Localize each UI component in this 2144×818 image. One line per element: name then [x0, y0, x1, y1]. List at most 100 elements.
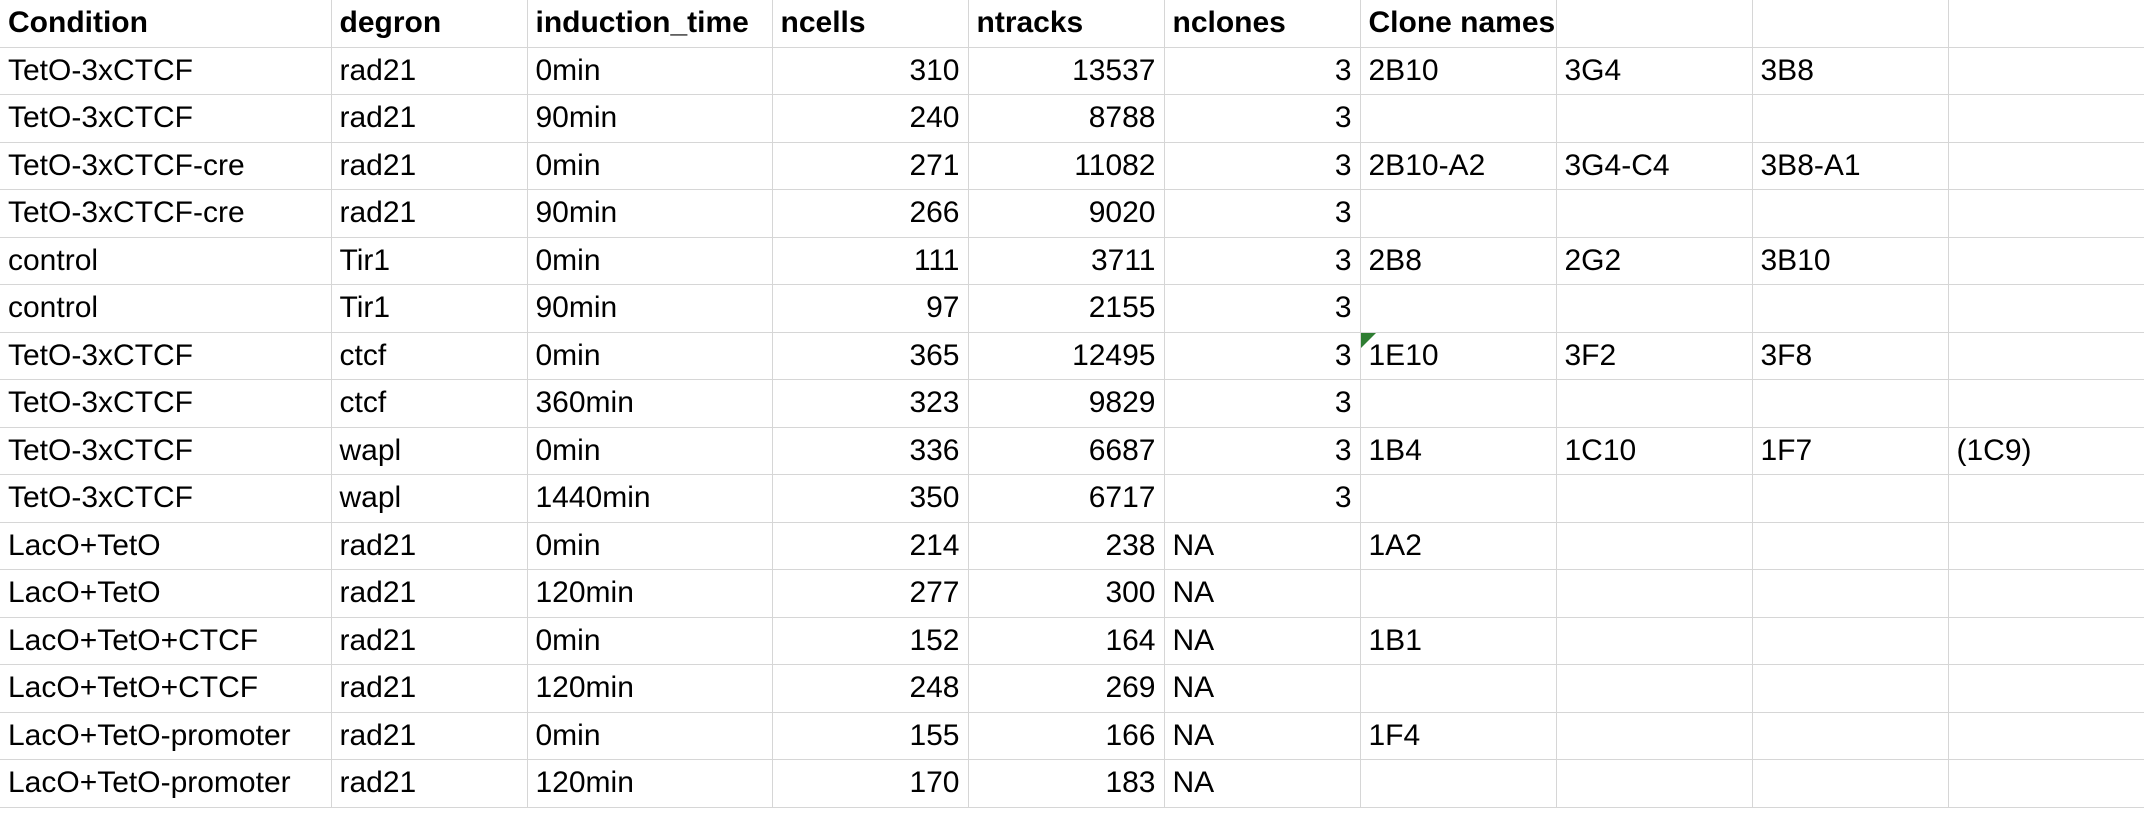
- cell-clone-3[interactable]: [1751, 474, 1949, 523]
- cell-condition[interactable]: LacO+TetO+CTCF: [0, 664, 332, 713]
- header-induction-time[interactable]: induction_time: [526, 0, 773, 48]
- cell-clone-2[interactable]: [1555, 379, 1753, 428]
- cell-clone-3[interactable]: [1751, 711, 1949, 760]
- cell-clone-3[interactable]: 3B10: [1751, 236, 1949, 285]
- cell-condition[interactable]: control: [0, 284, 332, 333]
- header-clone-names[interactable]: Clone names: [1359, 0, 1557, 48]
- cell-condition[interactable]: TetO-3xCTCF-cre: [0, 141, 332, 190]
- cell-condition[interactable]: TetO-3xCTCF: [0, 474, 332, 523]
- cell-ncells[interactable]: 350: [771, 474, 969, 523]
- cell-clone-names[interactable]: 1B1: [1359, 616, 1557, 665]
- cell-clone-names[interactable]: [1359, 664, 1557, 713]
- cell-degron[interactable]: rad21: [330, 664, 528, 713]
- cell-clone-names[interactable]: [1359, 759, 1557, 808]
- cell-condition[interactable]: TetO-3xCTCF: [0, 379, 332, 428]
- cell-clone-2[interactable]: 3G4-C4: [1555, 141, 1753, 190]
- cell-clone-4[interactable]: [1947, 474, 2144, 523]
- cell-nclones[interactable]: 3: [1163, 236, 1361, 285]
- cell-ntracks[interactable]: 166: [967, 711, 1165, 760]
- cell-nclones[interactable]: 3: [1163, 94, 1361, 143]
- cell-ncells[interactable]: 240: [771, 94, 969, 143]
- header-clone-2[interactable]: [1555, 0, 1753, 48]
- cell-clone-names[interactable]: 2B8: [1359, 236, 1557, 285]
- cell-clone-4[interactable]: [1947, 284, 2144, 333]
- cell-clone-2[interactable]: [1555, 569, 1753, 618]
- cell-ntracks[interactable]: 2155: [967, 284, 1165, 333]
- header-condition[interactable]: Condition: [0, 0, 332, 48]
- cell-clone-4[interactable]: (1C9): [1947, 426, 2144, 475]
- cell-clone-names[interactable]: 2B10-A2: [1359, 141, 1557, 190]
- cell-nclones[interactable]: 3: [1163, 46, 1361, 95]
- cell-nclones[interactable]: 3: [1163, 284, 1361, 333]
- cell-degron[interactable]: ctcf: [330, 331, 528, 380]
- cell-nclones[interactable]: NA: [1163, 569, 1361, 618]
- cell-ncells[interactable]: 310: [771, 46, 969, 95]
- cell-clone-names[interactable]: [1359, 189, 1557, 238]
- cell-degron[interactable]: rad21: [330, 616, 528, 665]
- cell-clone-2[interactable]: [1555, 284, 1753, 333]
- cell-nclones[interactable]: 3: [1163, 189, 1361, 238]
- cell-induction-time[interactable]: 0min: [526, 236, 773, 285]
- cell-clone-names[interactable]: [1359, 474, 1557, 523]
- cell-induction-time[interactable]: 90min: [526, 94, 773, 143]
- cell-degron[interactable]: Tir1: [330, 236, 528, 285]
- cell-clone-3[interactable]: [1751, 664, 1949, 713]
- cell-degron[interactable]: rad21: [330, 521, 528, 570]
- cell-clone-3[interactable]: [1751, 759, 1949, 808]
- cell-degron[interactable]: ctcf: [330, 379, 528, 428]
- cell-clone-3[interactable]: [1751, 94, 1949, 143]
- cell-ncells[interactable]: 271: [771, 141, 969, 190]
- header-ntracks[interactable]: ntracks: [967, 0, 1165, 48]
- cell-nclones[interactable]: 3: [1163, 331, 1361, 380]
- cell-degron[interactable]: rad21: [330, 759, 528, 808]
- cell-degron[interactable]: rad21: [330, 189, 528, 238]
- cell-ncells[interactable]: 97: [771, 284, 969, 333]
- cell-induction-time[interactable]: 0min: [526, 331, 773, 380]
- cell-degron[interactable]: wapl: [330, 474, 528, 523]
- cell-clone-4[interactable]: [1947, 521, 2144, 570]
- cell-ntracks[interactable]: 8788: [967, 94, 1165, 143]
- cell-condition[interactable]: LacO+TetO-promoter: [0, 711, 332, 760]
- cell-induction-time[interactable]: 120min: [526, 664, 773, 713]
- cell-nclones[interactable]: 3: [1163, 426, 1361, 475]
- cell-induction-time[interactable]: 90min: [526, 189, 773, 238]
- cell-clone-2[interactable]: 3F2: [1555, 331, 1753, 380]
- cell-clone-2[interactable]: [1555, 189, 1753, 238]
- cell-nclones[interactable]: 3: [1163, 379, 1361, 428]
- cell-nclones[interactable]: 3: [1163, 474, 1361, 523]
- cell-clone-2[interactable]: 3G4: [1555, 46, 1753, 95]
- cell-degron[interactable]: Tir1: [330, 284, 528, 333]
- cell-clone-2[interactable]: [1555, 664, 1753, 713]
- cell-induction-time[interactable]: 0min: [526, 46, 773, 95]
- cell-ntracks[interactable]: 9020: [967, 189, 1165, 238]
- cell-clone-3[interactable]: [1751, 616, 1949, 665]
- cell-clone-3[interactable]: [1751, 379, 1949, 428]
- cell-ncells[interactable]: 152: [771, 616, 969, 665]
- cell-ncells[interactable]: 266: [771, 189, 969, 238]
- cell-clone-3[interactable]: [1751, 189, 1949, 238]
- cell-clone-names[interactable]: [1359, 569, 1557, 618]
- cell-induction-time[interactable]: 120min: [526, 759, 773, 808]
- header-degron[interactable]: degron: [330, 0, 528, 48]
- cell-ntracks[interactable]: 3711: [967, 236, 1165, 285]
- cell-clone-4[interactable]: [1947, 94, 2144, 143]
- header-clone-3[interactable]: [1751, 0, 1949, 48]
- cell-clone-names[interactable]: 1B4: [1359, 426, 1557, 475]
- cell-nclones[interactable]: NA: [1163, 521, 1361, 570]
- cell-clone-2[interactable]: [1555, 616, 1753, 665]
- cell-ntracks[interactable]: 6717: [967, 474, 1165, 523]
- cell-degron[interactable]: rad21: [330, 569, 528, 618]
- cell-ntracks[interactable]: 238: [967, 521, 1165, 570]
- cell-degron[interactable]: wapl: [330, 426, 528, 475]
- cell-condition[interactable]: TetO-3xCTCF: [0, 426, 332, 475]
- cell-ncells[interactable]: 155: [771, 711, 969, 760]
- cell-clone-2[interactable]: [1555, 474, 1753, 523]
- cell-induction-time[interactable]: 0min: [526, 426, 773, 475]
- cell-clone-4[interactable]: [1947, 236, 2144, 285]
- cell-degron[interactable]: rad21: [330, 94, 528, 143]
- cell-clone-2[interactable]: [1555, 94, 1753, 143]
- cell-ntracks[interactable]: 11082: [967, 141, 1165, 190]
- cell-condition[interactable]: TetO-3xCTCF-cre: [0, 189, 332, 238]
- cell-clone-2[interactable]: [1555, 711, 1753, 760]
- cell-condition[interactable]: LacO+TetO-promoter: [0, 759, 332, 808]
